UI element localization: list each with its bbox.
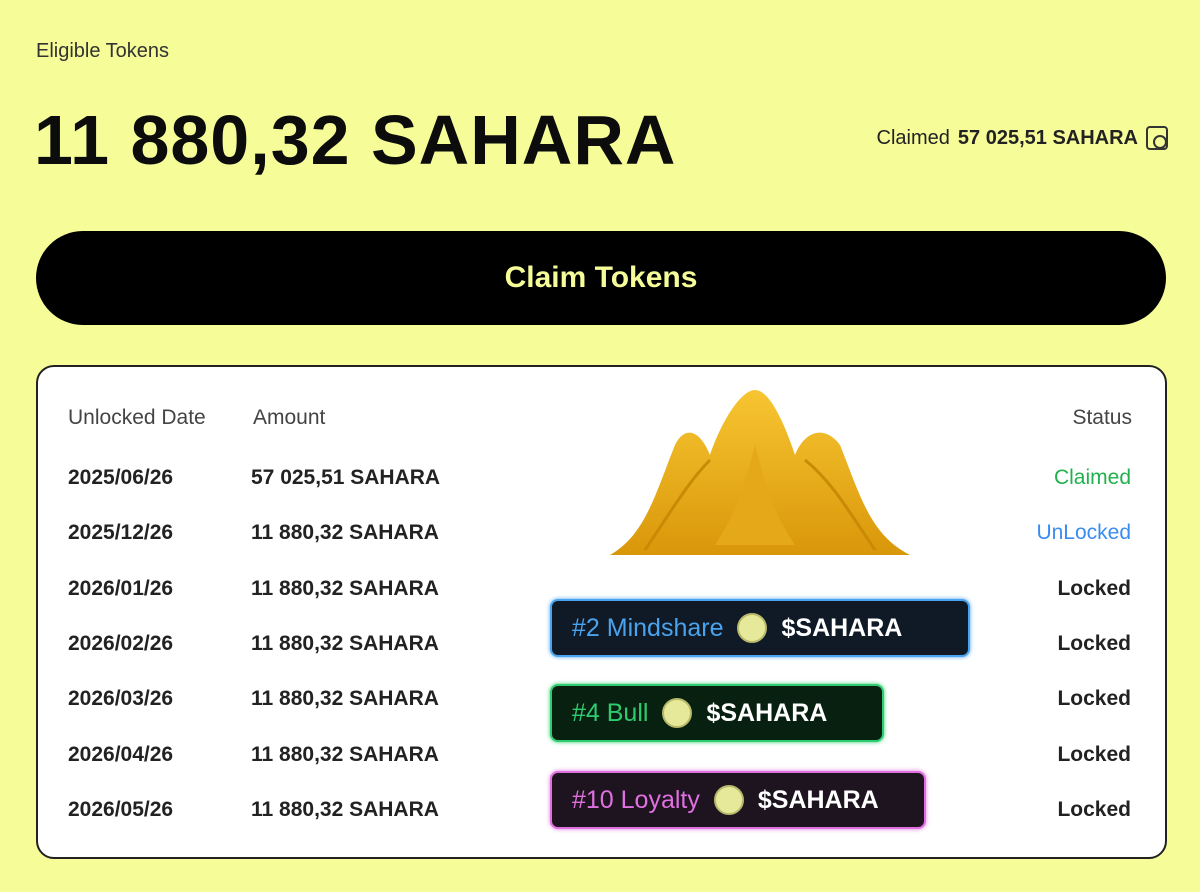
status: Claimed — [1053, 466, 1131, 489]
amount: 11 880,32 SAHARA — [251, 742, 439, 766]
unlock-date: 2025/12/26 — [68, 521, 174, 545]
status: Locked — [1057, 797, 1131, 821]
table-row: 2026/05/26 11 880,32 SAHARA Locked — [68, 798, 1131, 828]
unlock-date: 2026/02/26 — [68, 631, 174, 655]
amount: 11 880,32 SAHARA — [251, 521, 439, 545]
column-header-status: Status — [1072, 406, 1132, 429]
eligible-tokens-label: Eligible Tokens — [36, 40, 170, 62]
unlock-date: 2025/06/26 — [68, 466, 174, 489]
claim-tokens-button[interactable]: Claim Tokens — [36, 231, 1166, 325]
claimed-label: Claimed — [876, 126, 950, 149]
table-row: 2026/02/26 11 880,32 SAHARA Locked — [68, 632, 1131, 662]
claimed-amount: 57 025,51 SAHARA — [957, 126, 1138, 149]
sahara-coin-icon — [737, 613, 768, 643]
table-row: 2026/03/26 11 880,32 SAHARA Locked — [68, 687, 1131, 717]
token-label: $SAHARA — [757, 785, 879, 814]
amount: 11 880,32 SAHARA — [251, 576, 439, 600]
status: Locked — [1057, 576, 1131, 600]
rank-badge: #4 Bull $SAHARA — [550, 684, 884, 742]
unlock-date: 2026/04/26 — [68, 742, 174, 766]
table-row: 2026/01/26 11 880,32 SAHARA Locked — [68, 577, 1131, 607]
status: UnLocked — [1036, 521, 1131, 545]
status: Locked — [1057, 742, 1131, 766]
column-header-date: Unlocked Date — [68, 406, 206, 429]
sahara-coin-icon — [713, 785, 744, 815]
status: Locked — [1057, 631, 1131, 655]
token-label: $SAHARA — [706, 698, 828, 727]
table-row: 2026/04/26 11 880,32 SAHARA Locked — [68, 743, 1131, 773]
unlock-date: 2026/01/26 — [68, 576, 174, 600]
rank-badge: #2 Mindshare $SAHARA — [550, 599, 970, 657]
rank-label: #2 Mindshare — [572, 613, 724, 642]
draped-cloth-image — [610, 390, 910, 555]
table-row: 2025/06/26 57 025,51 SAHARA Claimed — [68, 466, 1131, 496]
unlock-date: 2026/05/26 — [68, 797, 174, 821]
calendar-history-icon[interactable] — [1146, 126, 1168, 150]
token-label: $SAHARA — [781, 613, 903, 642]
status: Locked — [1057, 687, 1131, 711]
sahara-coin-icon — [662, 698, 693, 728]
rank-badge: #10 Loyalty $SAHARA — [550, 771, 926, 829]
amount: 57 025,51 SAHARA — [251, 466, 441, 489]
column-header-amount: Amount — [253, 406, 326, 429]
amount: 11 880,32 SAHARA — [251, 687, 439, 711]
eligible-amount: 11 880,32 SAHARA — [34, 101, 677, 179]
amount: 11 880,32 SAHARA — [251, 631, 439, 655]
claimed-summary: Claimed 57 025,51 SAHARA — [877, 126, 1168, 150]
table-row: 2025/12/26 11 880,32 SAHARA UnLocked — [68, 521, 1131, 551]
unlock-date: 2026/03/26 — [68, 687, 174, 711]
rank-label: #4 Bull — [572, 698, 649, 727]
amount: 11 880,32 SAHARA — [251, 797, 439, 821]
rank-label: #10 Loyalty — [572, 785, 700, 814]
